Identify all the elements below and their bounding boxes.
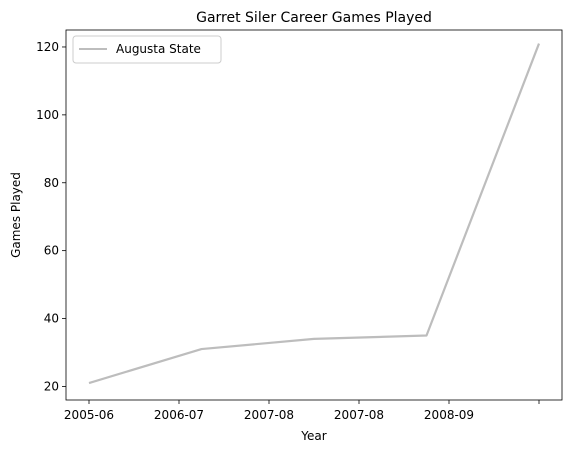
plot-area xyxy=(65,29,563,401)
chart-title: Garret Siler Career Games Played xyxy=(196,10,432,26)
legend-box xyxy=(72,35,222,64)
x-tick-label: 2007-08 xyxy=(334,408,384,422)
y-tick-label: 100 xyxy=(36,108,59,122)
series-layer xyxy=(88,43,541,385)
y-tick-label: 80 xyxy=(44,176,59,190)
y-tick-label: 60 xyxy=(44,244,59,258)
plot-frame xyxy=(65,29,563,401)
y-tick-label: 20 xyxy=(44,379,59,393)
x-tick-label: 2007-08 xyxy=(244,408,294,422)
x-tick-label: 2008-09 xyxy=(424,408,474,422)
y-tick-label: 120 xyxy=(36,40,59,54)
y-axis-title: Games Played xyxy=(9,172,23,258)
legend-label: Augusta State xyxy=(116,42,201,56)
y-tick-label: 40 xyxy=(44,312,59,326)
series-line-augusta-state xyxy=(88,43,541,385)
legend: Augusta State xyxy=(72,35,222,64)
x-axis: 2005-06 2006-07 2007-08 2007-08 2008-09 xyxy=(64,400,540,422)
y-axis: 20 40 60 80 100 120 xyxy=(36,40,66,393)
x-tick-label: 2006-07 xyxy=(154,408,204,422)
x-tick-label: 2005-06 xyxy=(64,408,114,422)
x-axis-title: Year xyxy=(300,429,326,443)
